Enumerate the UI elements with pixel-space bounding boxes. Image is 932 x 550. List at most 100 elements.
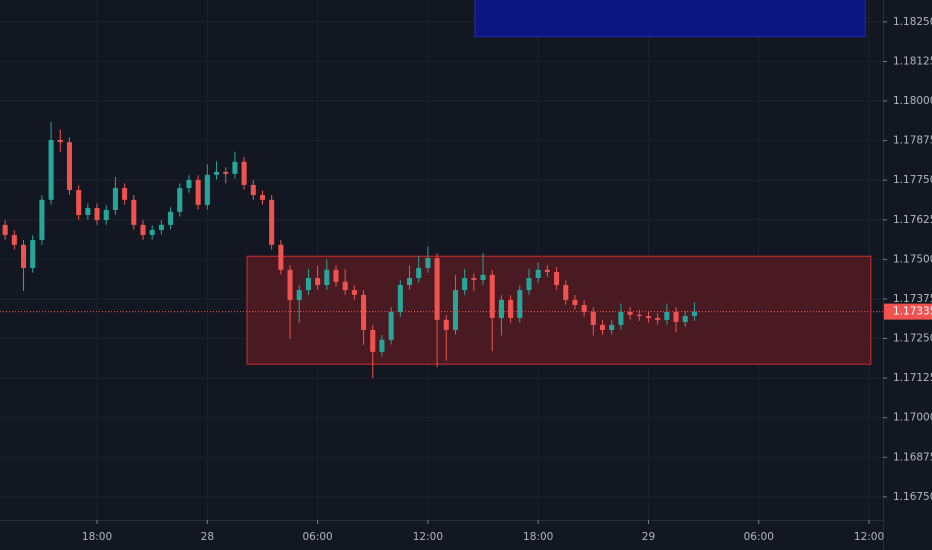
candle-body [140, 224, 146, 235]
candle-body [590, 311, 596, 325]
zone [474, 0, 866, 38]
candle-body [388, 311, 394, 340]
candle-body [223, 171, 229, 174]
candle-body [186, 179, 192, 189]
candle-body [324, 269, 330, 286]
candle-body [20, 244, 27, 268]
candle-body [471, 278, 477, 280]
y-tick-label: 1.16875 [893, 451, 932, 463]
candle-body [526, 278, 532, 291]
candle-body [563, 285, 569, 300]
candle-body [57, 139, 63, 143]
y-tick-label: 1.17750 [893, 174, 932, 186]
candle-body [2, 224, 8, 235]
x-tick-label: 29 [642, 531, 655, 543]
candle-body [627, 311, 633, 315]
candle-body [76, 190, 82, 216]
candle-body [572, 299, 578, 305]
candle-body [213, 171, 220, 175]
candle-body [48, 139, 54, 200]
candle-body [379, 339, 385, 352]
candle-body [30, 240, 36, 268]
y-tick-label: 1.18250 [893, 16, 932, 28]
candle-body [66, 142, 73, 191]
candle-body [158, 224, 164, 230]
candle-body [149, 229, 155, 235]
zone [246, 255, 872, 365]
candle-body [11, 234, 17, 245]
candle-body [204, 174, 210, 205]
candle-body [452, 290, 458, 330]
candle-body [544, 269, 550, 273]
candle-body [397, 285, 403, 312]
x-tick-label: 12:00 [854, 531, 884, 543]
y-tick-label: 1.17625 [893, 214, 932, 226]
candle-body [480, 274, 486, 280]
candle-body [645, 316, 651, 318]
candle-body [241, 161, 247, 185]
candle-body [85, 208, 91, 216]
candle-body [232, 161, 238, 174]
candle-body [609, 324, 615, 330]
candle-body [636, 314, 642, 317]
x-tick-label: 12:00 [413, 531, 443, 543]
y-tick-label: 1.17375 [893, 293, 932, 305]
candle-body [416, 267, 422, 279]
y-tick-label: 1.17500 [893, 253, 932, 265]
candle-body [682, 316, 688, 323]
candle-body [691, 311, 697, 317]
candle-body [443, 319, 449, 330]
candle-body [122, 188, 128, 200]
candle-body [278, 244, 284, 270]
candle-body [112, 188, 118, 210]
x-tick-label: 28 [201, 531, 214, 543]
y-tick-label: 1.17000 [893, 412, 932, 424]
candle-body [535, 269, 541, 279]
price-axis-bg [883, 0, 932, 550]
candle-body [406, 278, 413, 286]
y-tick-label: 1.17875 [893, 135, 932, 147]
y-tick-label: 1.17250 [893, 333, 932, 345]
candle-body [434, 258, 440, 320]
candle-body [462, 278, 468, 291]
x-tick-label: 18:00 [523, 531, 553, 543]
candle-body [296, 290, 302, 300]
candle-body [103, 209, 109, 221]
candle-body [618, 311, 624, 325]
y-tick-label: 1.18125 [893, 55, 932, 67]
candle-body [168, 211, 174, 225]
candle-body [342, 281, 348, 291]
candle-body [599, 324, 606, 330]
candle-body [498, 299, 504, 318]
time-axis-bg [0, 520, 932, 550]
y-tick-label: 1.17125 [893, 372, 932, 384]
candle-body [259, 195, 266, 200]
candle-body [370, 329, 376, 352]
candle-body [581, 304, 587, 312]
candle-body [673, 311, 679, 323]
candle-body [250, 184, 256, 196]
candle-body [655, 317, 661, 320]
y-tick-label: 1.16750 [893, 491, 932, 503]
candle-body [361, 294, 367, 330]
y-tick-label: 1.18000 [893, 95, 932, 107]
candle-body [305, 278, 311, 291]
candle-body [195, 179, 201, 205]
candle-body [489, 274, 495, 318]
candle-body [94, 208, 100, 221]
x-tick-label: 06:00 [744, 531, 774, 543]
candle-body [287, 269, 293, 300]
last-price-label: 1.17335 [893, 306, 932, 318]
candle-body [508, 299, 514, 318]
candle-body [131, 199, 137, 225]
candle-body [517, 290, 523, 318]
x-tick-label: 06:00 [302, 531, 332, 543]
candle-body [315, 278, 321, 286]
candle-body [351, 290, 357, 295]
candle-body [425, 258, 431, 268]
candle-body [664, 311, 670, 320]
candle-body [269, 199, 275, 245]
candle-body [39, 199, 45, 241]
